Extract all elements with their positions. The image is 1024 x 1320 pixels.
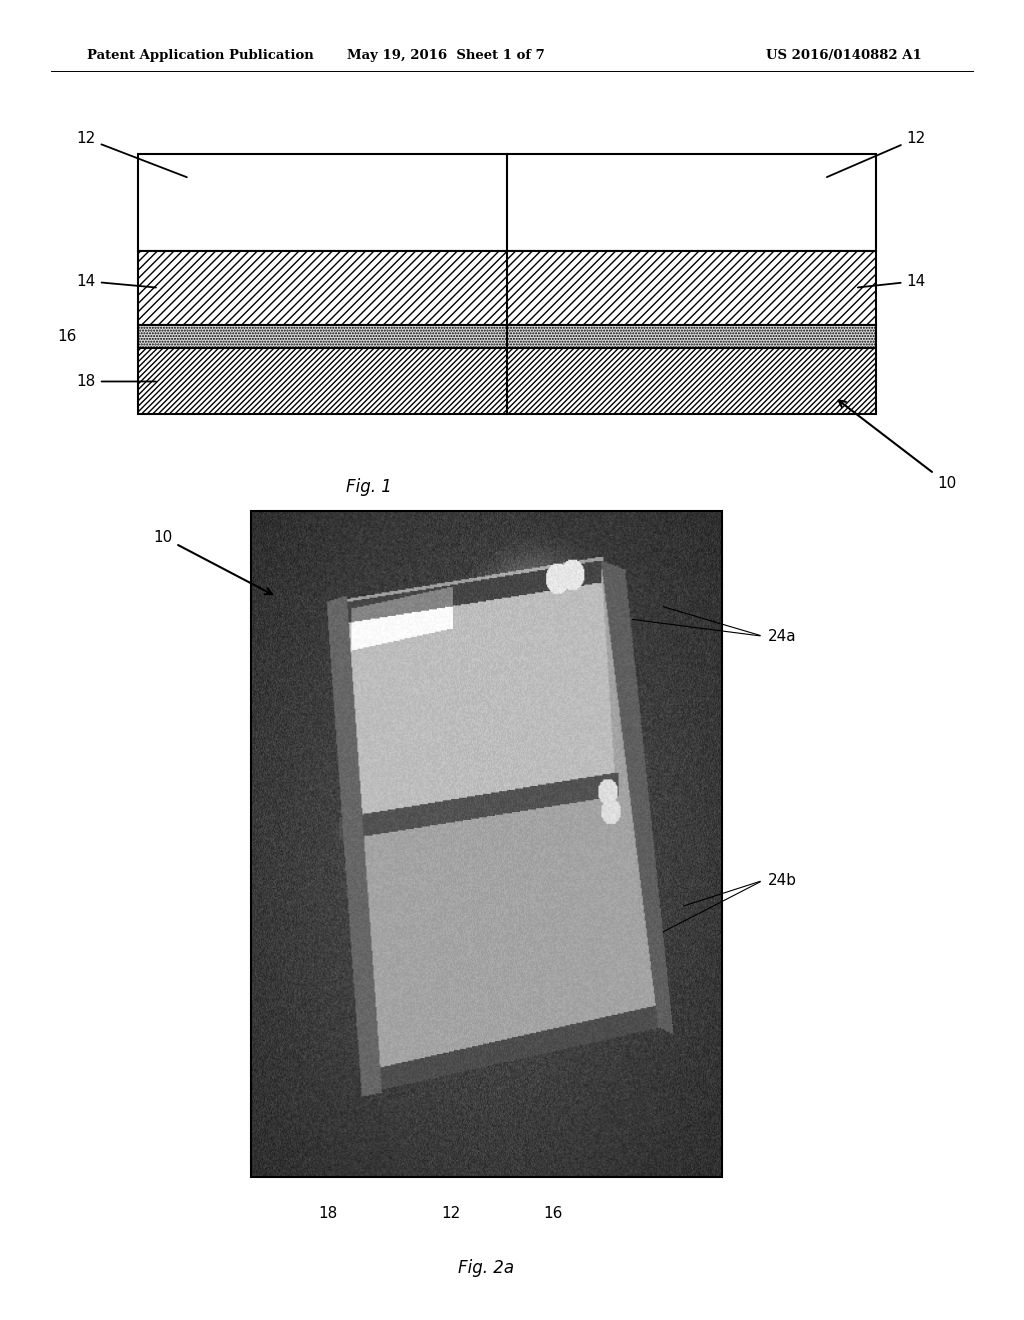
Text: Fig. 1: Fig. 1 — [346, 478, 391, 496]
Text: May 19, 2016  Sheet 1 of 7: May 19, 2016 Sheet 1 of 7 — [346, 49, 545, 62]
Text: 18: 18 — [318, 1206, 337, 1221]
Text: 12: 12 — [441, 1206, 460, 1221]
Text: Patent Application Publication: Patent Application Publication — [87, 49, 313, 62]
Text: 16: 16 — [57, 329, 77, 345]
Text: 12: 12 — [826, 131, 926, 177]
Text: 24a: 24a — [768, 628, 797, 644]
Bar — [138, 251, 876, 325]
Text: Fig. 2a: Fig. 2a — [459, 1259, 514, 1278]
Text: 10: 10 — [839, 400, 956, 491]
Bar — [138, 325, 876, 348]
Text: 18: 18 — [77, 374, 156, 389]
Bar — [138, 154, 876, 251]
Bar — [251, 511, 722, 1177]
Text: 10: 10 — [154, 529, 272, 594]
Text: US 2016/0140882 A1: US 2016/0140882 A1 — [766, 49, 922, 62]
Text: 24b: 24b — [768, 873, 797, 888]
Text: 16: 16 — [544, 1206, 562, 1221]
Text: 14: 14 — [77, 273, 156, 289]
Text: 14: 14 — [858, 273, 926, 289]
Bar — [138, 348, 876, 414]
Text: 12: 12 — [77, 131, 186, 177]
